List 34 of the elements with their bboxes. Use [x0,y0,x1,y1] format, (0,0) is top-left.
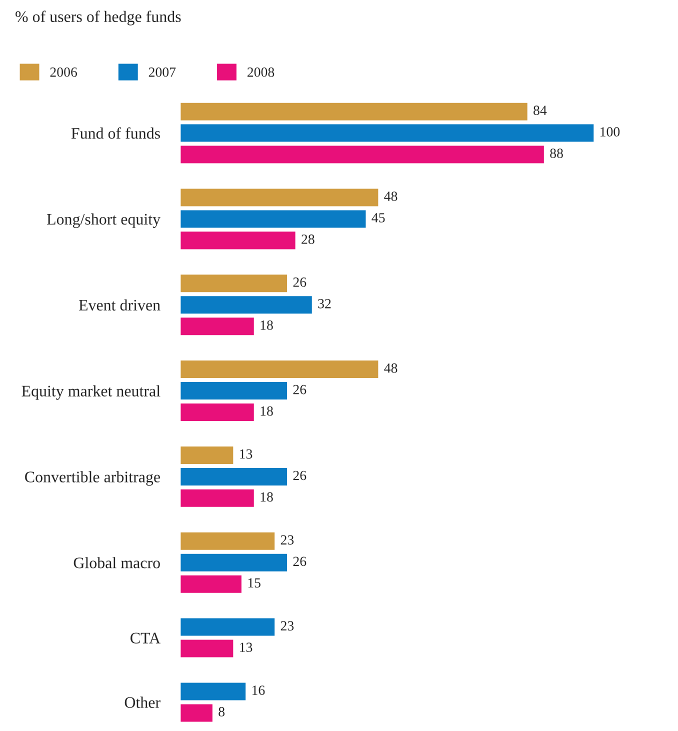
data-label: 18 [260,492,273,502]
data-label: 13 [240,642,252,652]
data-label: 84 [534,106,547,116]
legend-label: 2006 [50,67,78,77]
data-label: 45 [372,213,385,222]
legend-label: 2008 [248,67,274,77]
data-label: 26 [293,278,306,287]
data-label: 48 [384,192,398,201]
data-label: 28 [302,234,314,244]
data-label: 48 [384,363,398,373]
data-label: 26 [293,470,306,480]
data-label: 26 [293,384,306,394]
data-label: 26 [293,556,306,566]
y-tick-label: Fund of funds [71,127,160,139]
chart-title: % of users of hedge funds [16,10,181,26]
y-tick-label: Other [124,696,160,708]
data-label: 23 [280,621,294,631]
data-label: 16 [252,686,265,695]
data-label: 8 [218,707,225,716]
data-label: 88 [550,148,563,158]
data-label: 18 [260,320,273,330]
data-label: 32 [318,299,331,308]
y-tick-label: Global macro [74,557,160,568]
data-label: 100 [600,127,620,137]
y-tick-label: Event driven [78,299,160,311]
data-label: 13 [240,449,252,459]
y-tick-label: Long/short equity [47,213,160,228]
data-label: 18 [260,406,273,416]
y-tick-label: Equity market neutral [22,385,160,400]
y-tick-label: CTA [130,632,160,644]
data-label: 15 [248,578,260,588]
data-label: 23 [280,535,294,545]
y-tick-label: Convertible arbitrage [25,471,160,486]
legend-label: 2007 [148,67,176,77]
